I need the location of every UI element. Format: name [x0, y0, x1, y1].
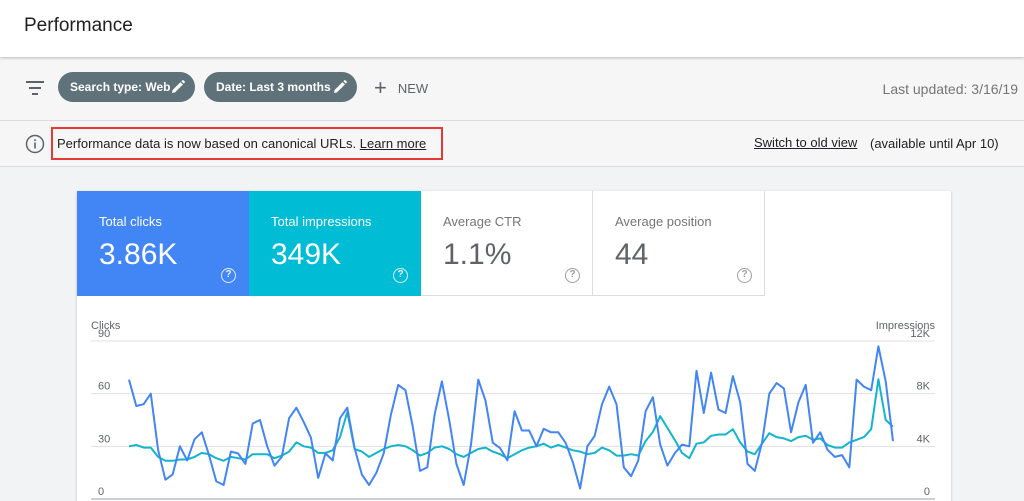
filter-icon[interactable]	[25, 79, 45, 97]
performance-chart: Clicks Impressions 90 12K 60 8K 30 4K 0 0	[91, 320, 936, 500]
metric-average-position[interactable]: Average position 44 ?	[593, 191, 765, 296]
top-app-bar: Performance	[0, 0, 1024, 57]
learn-more-link[interactable]: Learn more	[359, 136, 427, 151]
new-filter-label: NEW	[397, 80, 429, 96]
help-icon[interactable]: ?	[565, 268, 580, 283]
pencil-icon	[172, 80, 185, 93]
right-tick-label: 12K	[910, 328, 930, 340]
left-tick-label: 30	[98, 433, 110, 445]
pencil-icon	[334, 80, 347, 93]
metric-value: 349K	[271, 238, 342, 271]
notice-banner: Performance data is now based on canonic…	[0, 120, 1024, 167]
help-icon[interactable]: ?	[737, 268, 752, 283]
right-tick-label: 0	[924, 486, 930, 498]
series-line-clicks	[128, 345, 894, 490]
metric-value: 1.1%	[443, 238, 512, 271]
help-icon[interactable]: ?	[393, 268, 408, 283]
info-icon	[25, 134, 45, 154]
metric-label: Total clicks	[99, 214, 162, 229]
last-updated: Last updated: 3/16/19	[882, 81, 1018, 97]
chip-search-type[interactable]: Search type: Web	[58, 72, 195, 102]
filter-bar: Search type: Web Date: Last 3 months + N…	[0, 57, 1024, 120]
metric-value: 3.86K	[99, 238, 178, 271]
metric-average-ctr[interactable]: Average CTR 1.1% ?	[421, 191, 593, 296]
series-line-impressions	[128, 378, 894, 462]
chip-search-type-label: Search type: Web	[70, 80, 171, 94]
notice-highlight	[51, 127, 443, 160]
metric-value: 44	[615, 238, 649, 271]
chip-date[interactable]: Date: Last 3 months	[204, 72, 357, 102]
left-tick-label: 0	[98, 486, 104, 498]
page-title: Performance	[24, 15, 133, 36]
new-filter-button[interactable]: + NEW	[374, 77, 428, 99]
right-tick-label: 4K	[917, 433, 931, 445]
chip-date-label: Date: Last 3 months	[216, 80, 331, 94]
help-icon[interactable]: ?	[221, 268, 236, 283]
metric-total-clicks[interactable]: Total clicks 3.86K ?	[77, 191, 249, 296]
switch-old-view-link[interactable]: Switch to old view	[754, 135, 858, 150]
performance-card: Total clicks 3.86K ? Total impressions 3…	[77, 191, 951, 501]
plus-icon: +	[374, 75, 387, 100]
metric-label: Average position	[615, 214, 712, 229]
availability-text: (available until Apr 10)	[870, 136, 999, 151]
notice-message: Performance data is now based on canonic…	[57, 136, 357, 151]
left-axis-title: Clicks	[91, 320, 121, 332]
metric-label: Average CTR	[443, 214, 522, 229]
left-tick-label: 60	[98, 381, 110, 393]
notice-text: Performance data is now based on canonic…	[57, 136, 426, 151]
right-tick-label: 8K	[917, 381, 931, 393]
left-tick-label: 90	[98, 328, 110, 340]
metric-total-impressions[interactable]: Total impressions 349K ?	[249, 191, 421, 296]
metric-label: Total impressions	[271, 214, 372, 229]
right-axis-title: Impressions	[876, 320, 936, 332]
